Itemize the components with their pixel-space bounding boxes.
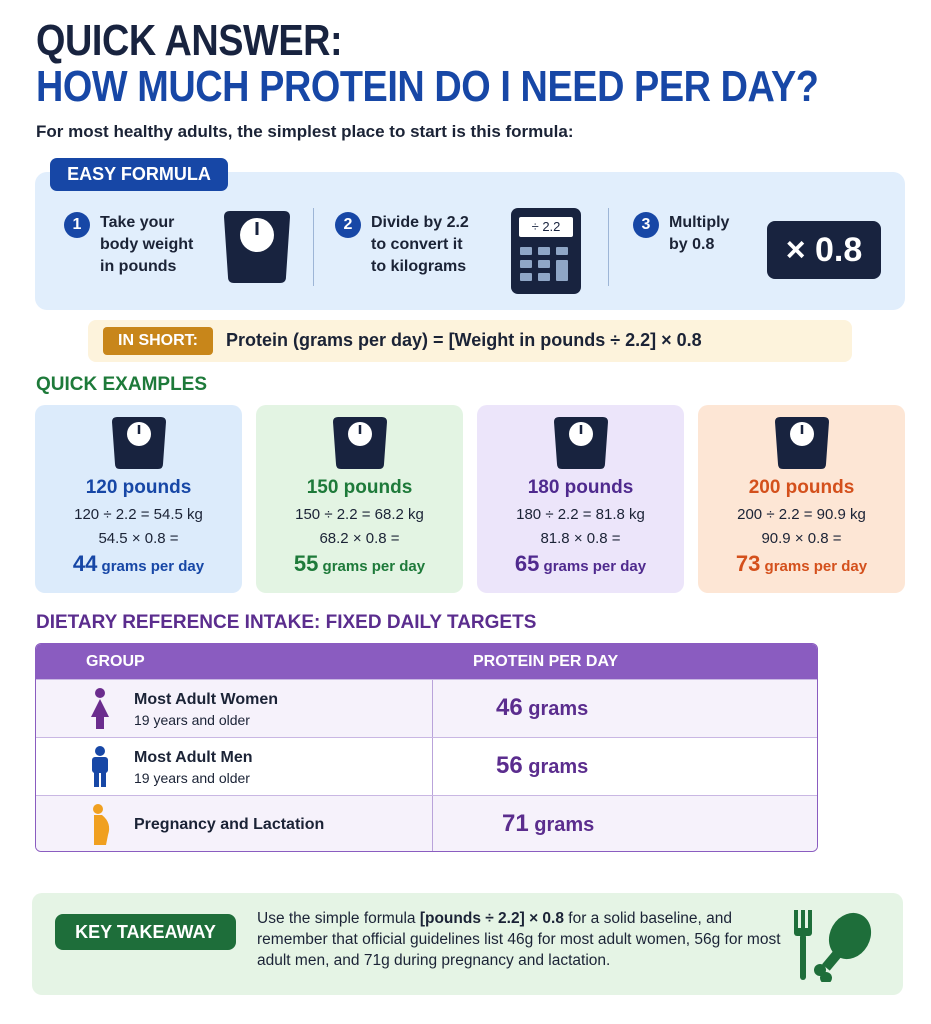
key-takeaway-text: Use the simple formula [pounds ÷ 2.2] × …	[257, 908, 787, 971]
example-result: 44 grams per day	[35, 551, 242, 577]
formula-step-2: 2 Divide by 2.2 to convert it to kilogra…	[335, 212, 469, 278]
example-grams: 44	[72, 551, 98, 576]
step-number: 2	[335, 212, 361, 238]
protein-value: 71 grams	[502, 810, 594, 838]
example-unit: grams per day	[543, 558, 647, 575]
scale-icon	[332, 417, 387, 469]
table-row: Pregnancy and Lactation 71 grams	[36, 795, 817, 851]
step-number: 3	[633, 212, 659, 238]
divider	[608, 208, 609, 286]
protein-grams: 71	[502, 810, 529, 837]
group-subtitle: 19 years and older	[134, 712, 250, 728]
group-name: Most Adult Men	[134, 749, 253, 766]
table-row: Most Adult Women 19 years and older 46 gr…	[36, 679, 817, 737]
formula-step-3: 3 Multiply by 0.8	[633, 212, 729, 256]
example-multiply: 90.9 × 0.8 =	[761, 530, 842, 547]
example-pounds: 200 pounds	[748, 477, 855, 498]
man-icon	[92, 746, 108, 787]
scale-icon	[111, 417, 166, 469]
column-header-group: GROUP	[86, 653, 145, 670]
calculator-keys	[520, 247, 568, 281]
easy-formula-badge: EASY FORMULA	[50, 158, 228, 191]
group-name: Most Adult Women	[134, 691, 278, 708]
takeaway-text-pre: Use the simple formula	[257, 910, 420, 927]
example-unit: grams per day	[322, 558, 426, 575]
protein-unit: grams	[534, 814, 595, 836]
example-pounds: 150 pounds	[306, 477, 413, 498]
example-kg-calc: 180 ÷ 2.2 = 81.8 kg	[516, 506, 645, 523]
divider	[313, 208, 314, 286]
column-divider	[432, 796, 433, 851]
formula-step-1: 1 Take your body weight in pounds	[64, 212, 193, 278]
example-grams: 65	[514, 551, 540, 576]
step-text: Take your body weight in pounds	[100, 212, 193, 278]
takeaway-text-post: for a solid baseline, and remember that …	[257, 910, 781, 969]
multiplier-box: × 0.8	[767, 221, 881, 279]
example-grams: 55	[293, 551, 319, 576]
column-divider	[432, 680, 433, 737]
example-card: 150 pounds 150 ÷ 2.2 = 68.2 kg 68.2 × 0.…	[256, 405, 463, 593]
example-pounds: 180 pounds	[527, 477, 634, 498]
woman-icon	[91, 688, 109, 729]
step-line: Take your	[100, 214, 175, 231]
title-line-2: HOW MUCH PROTEIN DO I NEED PER DAY?	[36, 62, 819, 111]
scale-icon	[774, 417, 829, 469]
step-text: Multiply by 0.8	[669, 212, 729, 256]
step-line: Multiply	[669, 214, 730, 231]
example-kg-calc: 200 ÷ 2.2 = 90.9 kg	[737, 506, 866, 523]
scale-icon	[553, 417, 608, 469]
column-header-protein: PROTEIN PER DAY	[473, 653, 619, 670]
formula-panel	[35, 172, 905, 310]
table-row: Most Adult Men 19 years and older 56 gram…	[36, 737, 817, 795]
step-line: to kilograms	[371, 258, 467, 275]
example-unit: grams per day	[101, 558, 205, 575]
subtitle: For most healthy adults, the simplest pl…	[36, 122, 574, 141]
protein-grams: 46	[496, 694, 523, 721]
column-divider	[432, 738, 433, 795]
key-takeaway-badge: KEY TAKEAWAY	[55, 914, 236, 950]
example-result: 55 grams per day	[256, 551, 463, 577]
in-short-formula: Protein (grams per day) = [Weight in pou…	[226, 330, 702, 350]
step-line: body weight	[100, 236, 194, 253]
in-short-bar	[88, 320, 852, 362]
example-result: 65 grams per day	[477, 551, 684, 577]
example-pounds: 120 pounds	[85, 477, 192, 498]
calculator-display: ÷ 2.2	[519, 217, 573, 237]
step-text: Divide by 2.2 to convert it to kilograms	[371, 212, 469, 278]
dri-table: GROUP PROTEIN PER DAY Most Adult Women 19…	[35, 643, 818, 852]
example-multiply: 81.8 × 0.8 =	[540, 530, 621, 547]
examples-heading: QUICK EXAMPLES	[36, 374, 208, 395]
example-kg-calc: 120 ÷ 2.2 = 54.5 kg	[74, 506, 203, 523]
title-line-1: QUICK ANSWER:	[36, 16, 343, 65]
protein-value: 46 grams	[496, 694, 588, 722]
example-card: 120 pounds 120 ÷ 2.2 = 54.5 kg 54.5 × 0.…	[35, 405, 242, 593]
dri-heading: DIETARY REFERENCE INTAKE: FIXED DAILY TA…	[36, 612, 537, 633]
example-card: 200 pounds 200 ÷ 2.2 = 90.9 kg 90.9 × 0.…	[698, 405, 905, 593]
takeaway-formula: [pounds ÷ 2.2] × 0.8	[419, 910, 564, 927]
in-short-badge: IN SHORT:	[103, 327, 213, 355]
fork-and-drumstick-icon	[794, 910, 872, 982]
group-subtitle: 19 years and older	[134, 770, 250, 786]
protein-unit: grams	[528, 698, 589, 720]
step-line: to convert it	[371, 236, 463, 253]
example-result: 73 grams per day	[698, 551, 905, 577]
protein-grams: 56	[496, 752, 523, 779]
scale-icon	[224, 211, 290, 283]
protein-unit: grams	[528, 756, 589, 778]
table-header: GROUP PROTEIN PER DAY	[36, 644, 817, 679]
example-unit: grams per day	[764, 558, 868, 575]
example-card: 180 pounds 180 ÷ 2.2 = 81.8 kg 81.8 × 0.…	[477, 405, 684, 593]
step-line: by 0.8	[669, 236, 715, 253]
example-multiply: 54.5 × 0.8 =	[98, 530, 179, 547]
step-number: 1	[64, 212, 90, 238]
group-name: Pregnancy and Lactation	[134, 816, 325, 833]
step-line: in pounds	[100, 258, 177, 275]
example-multiply: 68.2 × 0.8 =	[319, 530, 400, 547]
example-kg-calc: 150 ÷ 2.2 = 68.2 kg	[295, 506, 424, 523]
pregnant-woman-icon	[93, 804, 110, 845]
protein-value: 56 grams	[496, 752, 588, 780]
example-grams: 73	[735, 551, 761, 576]
step-line: Divide by 2.2	[371, 214, 469, 231]
calculator-icon: ÷ 2.2	[511, 208, 581, 294]
